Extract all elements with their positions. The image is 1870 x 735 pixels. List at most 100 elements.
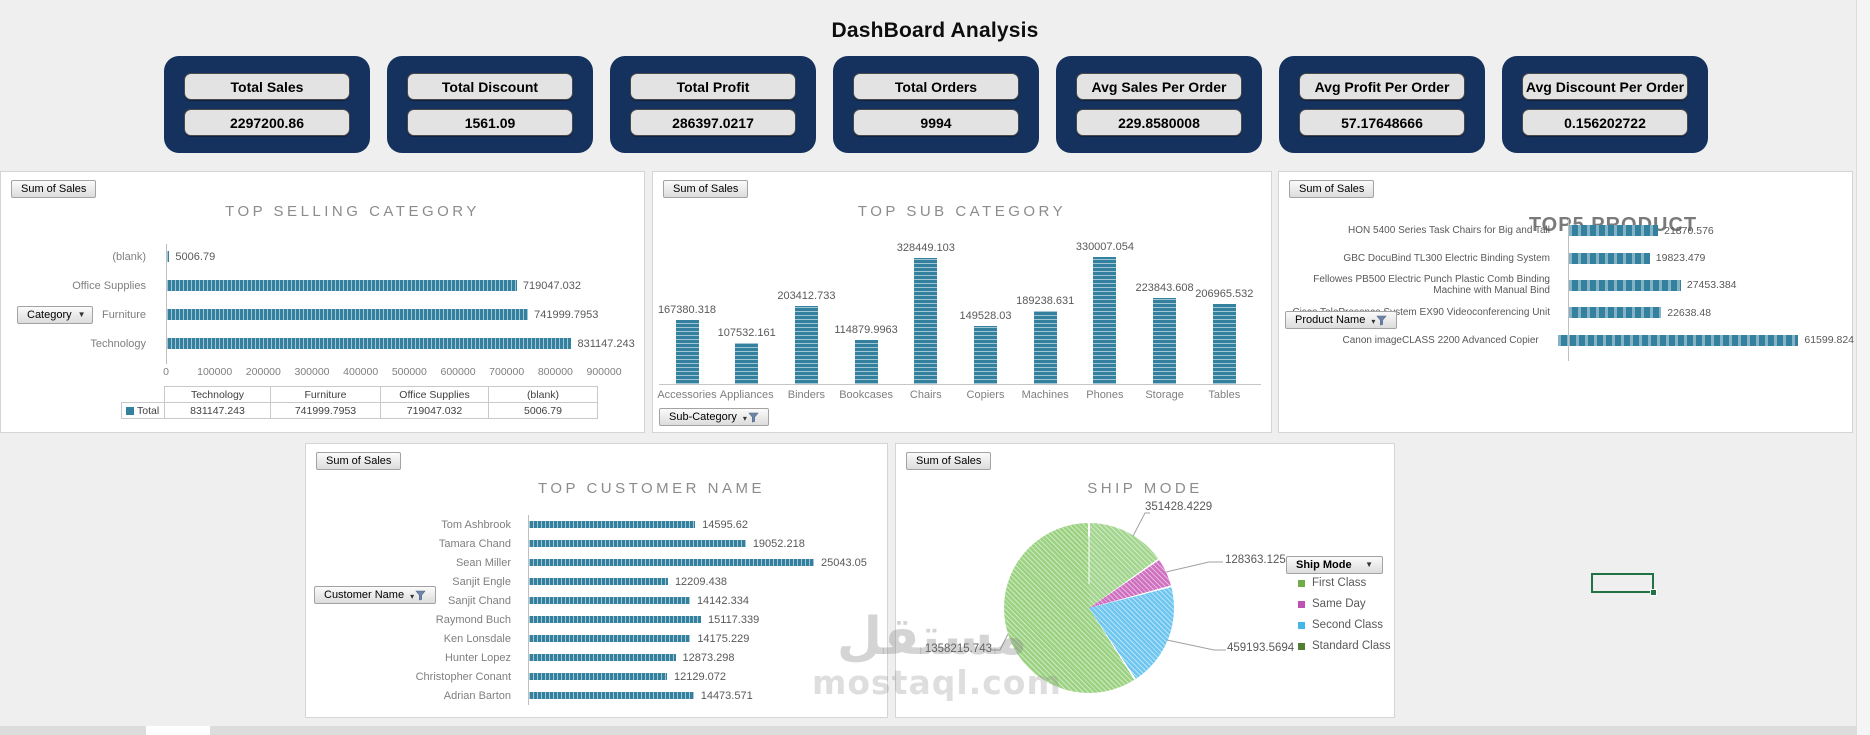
value-label: 206965.532 [1195, 288, 1254, 301]
kpi-card: Total Profit 286397.0217 [610, 56, 816, 153]
chart-top-selling-category: Sum of Sales TOP SELLING CATEGORY (blank… [0, 171, 645, 433]
value-label: 22638.48 [1667, 306, 1712, 319]
bar[interactable] [854, 339, 878, 384]
kpi-card-value: 0.156202722 [1522, 109, 1688, 136]
ship-mode-filter-button[interactable]: Ship Mode ▼ [1286, 556, 1383, 574]
category-label: Ken Lonsdale [443, 632, 511, 645]
bar[interactable] [675, 319, 699, 384]
bar[interactable] [1569, 252, 1650, 264]
bar[interactable] [529, 673, 668, 680]
category-filter-button[interactable]: Category ▼ [17, 306, 93, 324]
legend-label: Standard Class [1312, 640, 1391, 652]
value-label: 14595.62 [702, 518, 748, 531]
value-label: 27453.384 [1686, 279, 1737, 292]
bar[interactable] [1033, 311, 1057, 384]
bar[interactable] [167, 309, 529, 320]
product-name-filter-button[interactable]: Product Name ▾ [1285, 311, 1398, 329]
horizontal-scrollbar[interactable] [0, 726, 1870, 735]
bar[interactable] [529, 578, 668, 585]
value-label: 330007.054 [1075, 241, 1134, 254]
chart-top-sub-category: Sum of Sales TOP SUB CATEGORY 167380.318… [652, 171, 1272, 433]
bar[interactable] [167, 338, 572, 349]
sum-of-sales-button[interactable]: Sum of Sales [906, 452, 992, 470]
bar-row: Sanjit Chand 14142.334 [306, 591, 889, 610]
fill-handle[interactable] [1650, 589, 1657, 596]
axis-tick: 300000 [294, 366, 330, 378]
y-axis-line [166, 244, 167, 364]
bar-row: Sean Miller 25043.05 [306, 553, 889, 572]
legend-item[interactable]: First Class [1298, 577, 1391, 589]
bar[interactable] [794, 305, 818, 384]
bar[interactable] [1093, 257, 1117, 384]
filter-label: Product Name [1295, 314, 1366, 326]
legend-item[interactable]: Second Class [1298, 619, 1391, 631]
kpi-card: Avg Profit Per Order 57.17648666 [1279, 56, 1485, 153]
selected-cell[interactable] [1591, 573, 1654, 593]
sub-category-filter-button[interactable]: Sub-Category ▾ [659, 408, 769, 426]
value-label: 12873.298 [682, 651, 735, 664]
bar[interactable] [1212, 304, 1236, 384]
category-label: Office Supplies [72, 279, 146, 292]
table-value-cell: 831147.243 [164, 402, 271, 419]
scrollbar-thumb[interactable] [146, 726, 210, 735]
bar[interactable] [529, 521, 696, 528]
sum-of-sales-button[interactable]: Sum of Sales [663, 180, 749, 198]
bar[interactable] [1569, 279, 1681, 291]
bar[interactable] [167, 280, 517, 291]
bar[interactable] [914, 257, 938, 384]
value-label: 12129.072 [674, 670, 727, 683]
legend-label: Same Day [1312, 598, 1366, 610]
value-label: 741999.7953 [534, 308, 599, 321]
bar[interactable] [529, 559, 814, 566]
category-label: Technology [90, 337, 146, 350]
bar[interactable] [529, 540, 746, 547]
bar[interactable] [1569, 307, 1662, 319]
category-label: Binders [787, 389, 826, 401]
value-label: 189238.631 [1016, 295, 1075, 308]
chart-top-customer-name: Sum of Sales TOP CUSTOMER NAME Tom Ashbr… [305, 443, 888, 718]
table-value-cell: 741999.7953 [270, 402, 381, 419]
bar[interactable] [735, 342, 759, 384]
bar[interactable] [167, 251, 170, 262]
bar[interactable] [1557, 334, 1799, 346]
legend-item[interactable]: Standard Class [1298, 640, 1391, 652]
x-axis-ticks: 0 100000 200000 300000 400000 500000 600000 700… [1, 366, 646, 380]
bar[interactable] [1153, 297, 1177, 384]
table-header-cell: Furniture [270, 386, 381, 403]
bar-row: Raymond Buch 15117.339 [306, 610, 889, 629]
axis-tick: 200000 [245, 366, 281, 378]
table-row-label[interactable]: Total [121, 402, 165, 419]
bar[interactable] [529, 597, 690, 604]
value-label: 14473.571 [700, 689, 753, 702]
bar-row: Tom Ashbrook 14595.62 [306, 515, 889, 534]
category-label: Tamara Chand [438, 537, 511, 550]
bar-row: Furniture 741999.7953 [1, 300, 646, 329]
category-label: Tables [1208, 389, 1241, 401]
bar[interactable] [529, 654, 676, 661]
legend-item[interactable]: Same Day [1298, 598, 1391, 610]
table-header-cell: Technology [164, 386, 271, 403]
category-label: Tom Ashbrook [441, 518, 511, 531]
sum-of-sales-button[interactable]: Sum of Sales [1289, 180, 1375, 198]
bar-row: Office Supplies 719047.032 [1, 271, 646, 300]
kpi-card-label: Total Orders [853, 73, 1019, 100]
customer-name-filter-button[interactable]: Customer Name ▾ [314, 586, 437, 604]
bar-row: Ken Lonsdale 14175.229 [306, 629, 889, 648]
bar[interactable] [974, 326, 997, 384]
kpi-card: Total Sales 2297200.86 [164, 56, 370, 153]
sum-of-sales-button[interactable]: Sum of Sales [11, 180, 97, 198]
y-axis-line [528, 515, 529, 705]
kpi-card-value: 9994 [853, 109, 1019, 136]
bar[interactable] [529, 635, 691, 642]
value-label: 14142.334 [696, 594, 749, 607]
bar[interactable] [529, 692, 694, 699]
category-label: Furniture [101, 308, 146, 321]
legend: First Class Same Day Second Class Standard … [1298, 577, 1391, 661]
bar[interactable] [529, 616, 702, 623]
table-value-row: Total 831147.243 741999.7953 719047.032 5006… [121, 402, 598, 419]
category-label: Sanjit Chand [448, 594, 511, 607]
bar-row: (blank) 5006.79 [1, 242, 646, 271]
legend-label: First Class [1312, 577, 1367, 589]
sum-of-sales-button[interactable]: Sum of Sales [316, 452, 402, 470]
bar[interactable] [1569, 225, 1659, 237]
